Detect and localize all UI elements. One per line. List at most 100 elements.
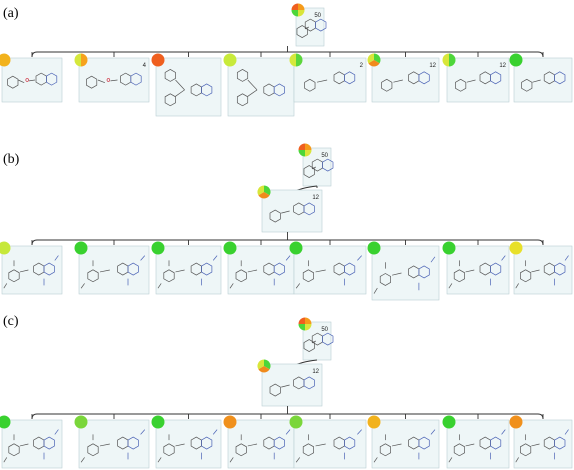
pie-chart [257, 185, 271, 199]
pie-chart [223, 53, 237, 67]
pie-slice [151, 415, 165, 429]
bond [247, 79, 258, 91]
ring [379, 273, 391, 286]
pie-slice [264, 359, 271, 370]
child-node [442, 415, 510, 469]
pie-slice [0, 53, 11, 67]
mid-node: 12 [257, 359, 323, 407]
pie-slice [298, 150, 305, 157]
ring [453, 443, 465, 457]
node-box [78, 57, 150, 103]
pie-slice [223, 241, 237, 255]
bond [532, 79, 541, 83]
pie-slice [289, 415, 303, 429]
pie-slice [367, 415, 381, 429]
child-node [0, 415, 63, 469]
tree-bracket [31, 406, 544, 420]
ring [273, 262, 285, 276]
tree-edge [31, 413, 544, 420]
ring [86, 75, 98, 89]
ring [43, 262, 55, 276]
pie-slice [442, 415, 456, 429]
atom [25, 78, 29, 82]
pie-slice [509, 241, 523, 255]
bond [97, 79, 106, 83]
ring [303, 339, 315, 352]
child-node: 4 [74, 53, 150, 103]
node-box [446, 419, 510, 469]
ring [236, 93, 249, 107]
ring [490, 71, 502, 85]
atom [106, 78, 111, 82]
node-box [261, 189, 323, 233]
pie-slice [298, 317, 305, 324]
pie-slice [289, 241, 303, 255]
ring [455, 78, 467, 92]
child-node [223, 415, 295, 469]
pie-chart [509, 241, 523, 255]
pie-chart [223, 415, 237, 429]
ring [302, 443, 314, 457]
bond [315, 443, 326, 447]
ring [322, 158, 334, 172]
count-label: 50 [321, 327, 328, 333]
ring [269, 383, 281, 397]
bond [448, 457, 453, 463]
ring [163, 269, 175, 283]
bond [315, 269, 326, 273]
pie-slice [74, 415, 88, 429]
node-box [227, 245, 295, 295]
node-box [1, 419, 63, 469]
bond [501, 255, 506, 261]
pie-slice [298, 3, 305, 10]
ring [43, 436, 55, 450]
bond [373, 457, 378, 463]
ring [296, 25, 308, 38]
pie-slice [442, 53, 449, 67]
bond [247, 443, 258, 447]
ring [269, 209, 281, 223]
ring [418, 71, 430, 85]
panel-label: (b) [3, 152, 20, 167]
bond [80, 283, 85, 289]
pie-slice [367, 53, 374, 64]
pie-chart [74, 415, 88, 429]
pie-slice [298, 10, 305, 17]
pie-chart [509, 415, 523, 429]
bond [531, 269, 540, 273]
bond [515, 457, 519, 463]
pie-slice [509, 415, 523, 429]
bond [157, 457, 162, 463]
node-box [155, 57, 222, 117]
bond [3, 457, 8, 463]
bond [212, 255, 218, 261]
node-box [371, 419, 440, 469]
pie-chart [289, 53, 303, 67]
panel-label: (a) [3, 6, 19, 21]
child-node [289, 415, 367, 469]
node-box [1, 245, 63, 295]
pie-chart [442, 415, 456, 429]
pie-slice [74, 241, 88, 255]
bond [19, 269, 29, 273]
pie-slice [289, 53, 296, 67]
ring [46, 72, 58, 86]
count-label: 2 [360, 63, 364, 69]
bond [281, 210, 290, 214]
pie-chart [223, 241, 237, 255]
count-label: 12 [312, 369, 319, 375]
node-box [261, 363, 323, 407]
node-box [446, 245, 510, 295]
ring [304, 78, 316, 92]
child-node [509, 241, 573, 295]
pie-slice [298, 324, 305, 331]
pie-chart [0, 53, 11, 67]
pie-slice [374, 53, 381, 64]
bond [285, 255, 291, 261]
ring [379, 443, 391, 457]
pie-chart [74, 53, 88, 67]
pie-chart [367, 241, 381, 255]
pie-chart [509, 53, 523, 67]
child-node [509, 53, 573, 103]
ring [236, 68, 249, 82]
